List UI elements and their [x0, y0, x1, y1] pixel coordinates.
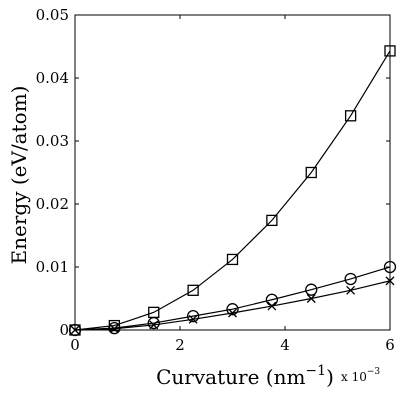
- data-point-square: [384, 45, 396, 57]
- data-point-circle: [344, 272, 357, 286]
- x-axis-title: Curvature (nm−1): [156, 363, 334, 389]
- x-axis-multiplier-exp: −3: [367, 367, 381, 377]
- plot-area: 0 2 4 6 0 0.01 0.02 0.03 0.04 0.05: [36, 6, 397, 354]
- series-line-circle: [74, 266, 391, 331]
- series-line-square: [74, 50, 391, 331]
- data-point-cross: [228, 308, 237, 318]
- data-point-cross: [346, 285, 356, 295]
- data-point-square: [305, 166, 317, 179]
- x-axis-title-main: Curvature (nm: [156, 365, 305, 389]
- data-point-square: [187, 284, 199, 296]
- data-point-circle: [383, 260, 397, 274]
- y-axis-title: Energy (eV/atom): [7, 86, 31, 265]
- y-tick-label: 0.05: [36, 6, 69, 24]
- plot-frame: [74, 14, 391, 331]
- x-axis-title-sup: −1: [305, 363, 326, 379]
- data-point-cross: [385, 276, 395, 286]
- data-point-square: [226, 253, 239, 266]
- data-point-circle: [186, 309, 200, 323]
- x-tick-label: 4: [280, 336, 290, 354]
- x-tick-label: 6: [385, 336, 395, 354]
- y-tick-label-origin: 0: [59, 321, 69, 339]
- data-point-cross: [306, 294, 316, 303]
- y-tick-label: 0.03: [36, 132, 69, 150]
- data-point-cross: [267, 301, 277, 311]
- data-point-square: [344, 110, 357, 122]
- x-tick-label: 2: [175, 336, 185, 354]
- y-tick-label: 0.02: [36, 195, 69, 213]
- data-point-cross: [188, 314, 198, 324]
- data-point-circle: [305, 283, 318, 296]
- data-point-circle: [226, 303, 239, 316]
- x-tick-label: 0: [70, 336, 80, 354]
- x-axis-title-close: ): [326, 365, 334, 389]
- data-point-cross: [109, 324, 119, 334]
- x-axis-multiplier-base: x 10: [341, 370, 367, 384]
- x-axis-multiplier: x 10−3: [341, 367, 380, 384]
- y-tick-label: 0.04: [36, 69, 69, 87]
- data-point-circle: [147, 316, 160, 330]
- data-point-square: [266, 214, 278, 227]
- data-point-cross: [70, 325, 80, 335]
- data-point-cross: [149, 320, 159, 330]
- y-tick-label: 0.01: [36, 258, 69, 276]
